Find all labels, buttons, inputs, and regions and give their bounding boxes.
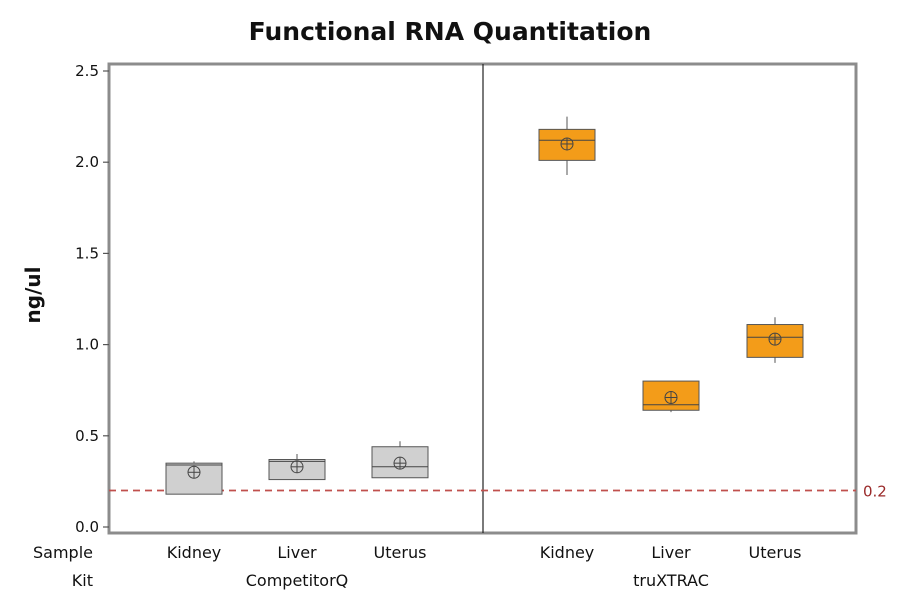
y-axis-label: ng/ul [21,267,45,324]
sample-label: Liver [651,543,691,562]
y-tick-label: 1.0 [75,336,99,354]
sample-label: Kidney [167,543,222,562]
plot-area: 0.0 0.5 1.0 1.5 2.0 2.5 0.2 Kidney Liver Uterus Co… [75,62,887,590]
kit-label: truXTRAC [633,571,709,590]
sample-label: Kidney [540,543,595,562]
reference-line-label: 0.2 [863,483,887,501]
sample-label: Uterus [374,543,427,562]
y-tick-label: 1.5 [75,244,99,262]
sample-label: Liver [277,543,317,562]
sample-label: Uterus [749,543,802,562]
y-tick-label: 2.5 [75,62,99,80]
sample-row-label: Sample [33,543,93,562]
kit-row-label: Kit [72,571,93,590]
y-tick-label: 0.5 [75,427,99,445]
y-tick-label: 0.0 [75,518,99,536]
y-tick-label: 2.0 [75,153,99,171]
chart-title: Functional RNA Quantitation [249,17,652,46]
kit-label: CompetitorQ [246,571,349,590]
